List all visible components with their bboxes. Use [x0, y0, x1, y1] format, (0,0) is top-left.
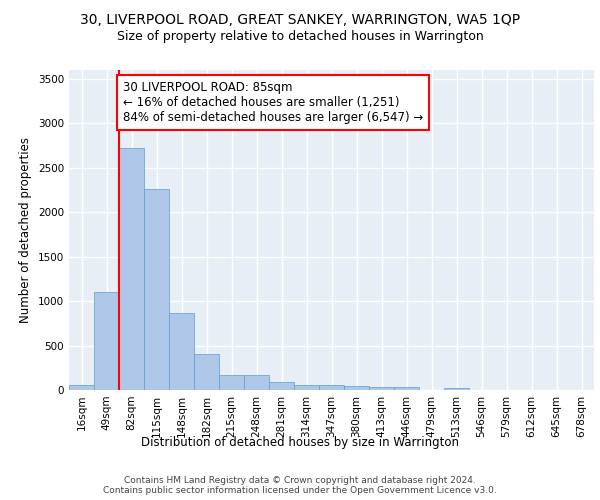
Bar — [219, 375, 244, 390]
Text: 30 LIVERPOOL ROAD: 85sqm
← 16% of detached houses are smaller (1,251)
84% of sem: 30 LIVERPOOL ROAD: 85sqm ← 16% of detach… — [123, 80, 423, 124]
Bar — [344, 386, 369, 390]
Bar — [169, 312, 194, 390]
Bar — [319, 385, 344, 390]
Bar — [444, 388, 469, 390]
Bar — [269, 382, 294, 390]
Bar — [394, 388, 419, 390]
Bar — [119, 148, 144, 390]
Bar — [244, 376, 269, 390]
Bar — [69, 385, 94, 390]
Bar — [94, 292, 119, 390]
Text: Distribution of detached houses by size in Warrington: Distribution of detached houses by size … — [141, 436, 459, 449]
Text: 30, LIVERPOOL ROAD, GREAT SANKEY, WARRINGTON, WA5 1QP: 30, LIVERPOOL ROAD, GREAT SANKEY, WARRIN… — [80, 12, 520, 26]
Bar — [144, 189, 169, 390]
Y-axis label: Number of detached properties: Number of detached properties — [19, 137, 32, 323]
Bar — [194, 354, 219, 390]
Text: Contains HM Land Registry data © Crown copyright and database right 2024.
Contai: Contains HM Land Registry data © Crown c… — [103, 476, 497, 495]
Text: Size of property relative to detached houses in Warrington: Size of property relative to detached ho… — [116, 30, 484, 43]
Bar — [369, 387, 394, 390]
Bar — [294, 384, 319, 390]
